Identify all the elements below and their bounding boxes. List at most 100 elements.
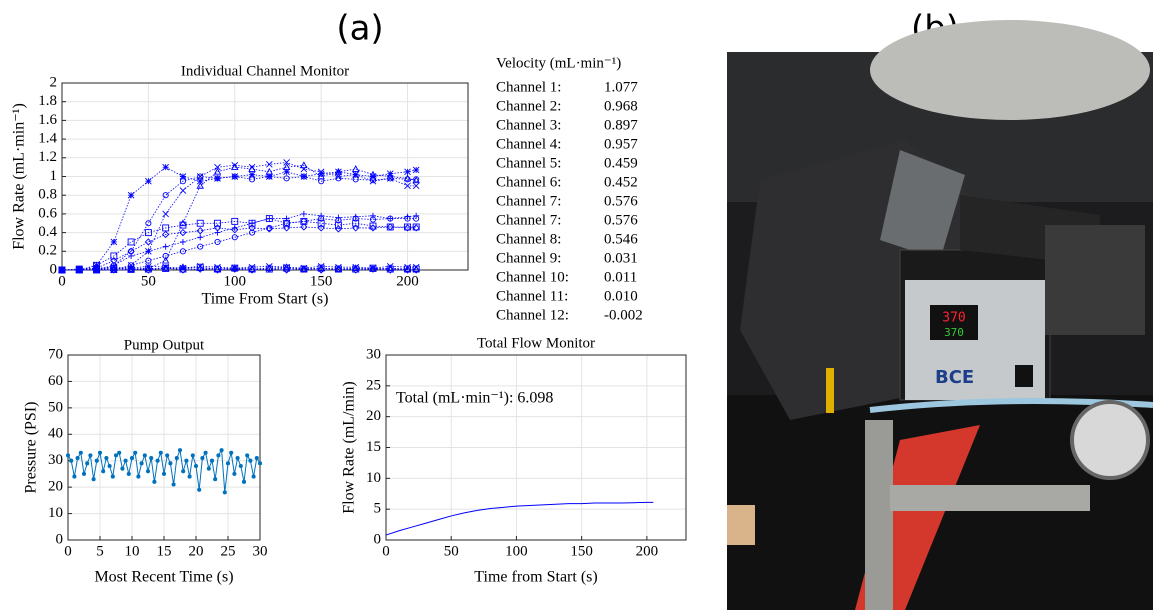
chart-title: Total Flow Monitor xyxy=(477,335,595,351)
data-point xyxy=(214,229,221,236)
data-point xyxy=(179,238,186,245)
data-point xyxy=(238,463,243,469)
data-point xyxy=(266,215,273,222)
plot-frame xyxy=(61,82,469,271)
data-point xyxy=(241,479,247,484)
panel-label: (a) xyxy=(336,9,383,49)
channel-velocity: 1.077 xyxy=(604,79,638,95)
data-point xyxy=(179,187,187,194)
x-tick-label: 0 xyxy=(64,543,72,559)
data-point xyxy=(78,450,83,455)
data-point xyxy=(412,176,420,184)
x-tick-label: 25 xyxy=(221,543,236,559)
data-point xyxy=(165,453,170,458)
data-point xyxy=(229,450,234,455)
data-point xyxy=(386,223,394,231)
data-point xyxy=(69,458,74,463)
channel-label: Channel 4: xyxy=(496,136,561,152)
data-point xyxy=(213,167,222,175)
plot-frame xyxy=(67,354,261,541)
data-point xyxy=(352,176,359,183)
data-point xyxy=(231,173,239,180)
y-tick-label: 50 xyxy=(48,399,63,415)
data-point xyxy=(214,219,221,227)
data-point xyxy=(369,212,376,219)
y-tick-label: 0 xyxy=(56,531,64,547)
data-point xyxy=(144,238,153,246)
data-point xyxy=(113,453,119,458)
channel-velocity: 0.957 xyxy=(604,136,638,152)
x-axis-label: Most Recent Time (s) xyxy=(94,569,233,586)
data-point xyxy=(158,450,163,455)
y-tick-label: 5 xyxy=(374,501,382,517)
data-point xyxy=(136,474,141,479)
data-point xyxy=(245,453,250,458)
data-point xyxy=(200,456,205,461)
channel-label: Channel 12: xyxy=(496,307,569,323)
data-point xyxy=(197,173,204,180)
data-point xyxy=(110,266,118,274)
data-point xyxy=(88,453,93,458)
y-tick-label: 1.4 xyxy=(38,131,57,147)
y-tick-label: 1.8 xyxy=(38,93,57,109)
data-point xyxy=(97,450,103,455)
channel-label: Channel 7: xyxy=(496,212,561,228)
data-point xyxy=(248,176,256,183)
data-point xyxy=(162,264,170,272)
data-point xyxy=(179,173,187,180)
data-point xyxy=(335,175,342,182)
data-point xyxy=(352,171,360,178)
data-point xyxy=(404,168,411,176)
x-tick-label: 100 xyxy=(505,543,528,559)
data-point xyxy=(282,266,291,274)
data-point xyxy=(91,477,96,482)
data-point xyxy=(142,453,147,458)
data-point xyxy=(179,219,187,227)
x-tick-label: 10 xyxy=(125,543,140,559)
y-tick-label: 15 xyxy=(366,439,381,455)
series-line xyxy=(385,501,654,536)
data-point xyxy=(152,479,157,484)
data-point xyxy=(283,168,290,176)
data-point xyxy=(107,463,112,469)
channel-velocity: 0.576 xyxy=(604,193,638,209)
x-axis-label: Time From Start (s) xyxy=(202,291,329,308)
data-point xyxy=(283,264,291,272)
data-point xyxy=(179,178,186,185)
data-point xyxy=(404,182,411,190)
data-point xyxy=(257,461,263,466)
data-point xyxy=(352,266,360,274)
data-point xyxy=(75,266,83,274)
series-line xyxy=(62,164,417,271)
data-point xyxy=(72,474,77,479)
data-point xyxy=(196,219,204,227)
data-point xyxy=(179,228,187,237)
data-point xyxy=(317,264,325,272)
chart-title: Pump Output xyxy=(124,337,205,353)
brand-label: BCE xyxy=(935,367,974,388)
y-tick-label: 0 xyxy=(374,531,382,547)
data-point xyxy=(387,215,394,222)
data-point xyxy=(197,487,202,492)
data-point xyxy=(219,448,224,453)
data-point xyxy=(196,173,204,180)
series-line xyxy=(61,266,417,271)
data-point xyxy=(317,266,325,274)
data-point xyxy=(351,165,360,172)
x-tick-label: 150 xyxy=(310,273,333,289)
channel-label: Channel 9: xyxy=(496,250,561,266)
data-point xyxy=(181,469,186,474)
data-point xyxy=(317,219,325,227)
data-point xyxy=(197,234,204,241)
channel-label: Channel 5: xyxy=(496,155,561,171)
x-tick-label: 20 xyxy=(189,543,204,559)
data-point xyxy=(412,182,420,190)
data-point xyxy=(196,181,204,189)
series-line xyxy=(62,176,417,271)
data-point xyxy=(155,458,160,463)
display-reading: 370 xyxy=(944,326,964,339)
y-axis-label: Pressure (PSI) xyxy=(23,402,40,494)
data-point xyxy=(413,215,420,222)
data-point xyxy=(177,448,183,453)
data-point xyxy=(144,265,152,273)
